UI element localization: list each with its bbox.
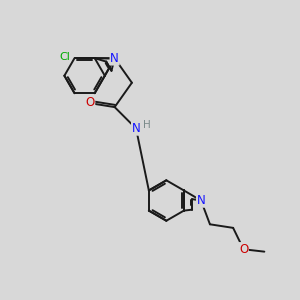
Text: O: O	[85, 96, 94, 109]
Text: Cl: Cl	[59, 52, 70, 62]
Text: H: H	[142, 120, 150, 130]
Text: O: O	[239, 243, 248, 256]
Text: N: N	[132, 122, 140, 135]
Text: N: N	[197, 194, 206, 207]
Text: N: N	[110, 52, 119, 65]
